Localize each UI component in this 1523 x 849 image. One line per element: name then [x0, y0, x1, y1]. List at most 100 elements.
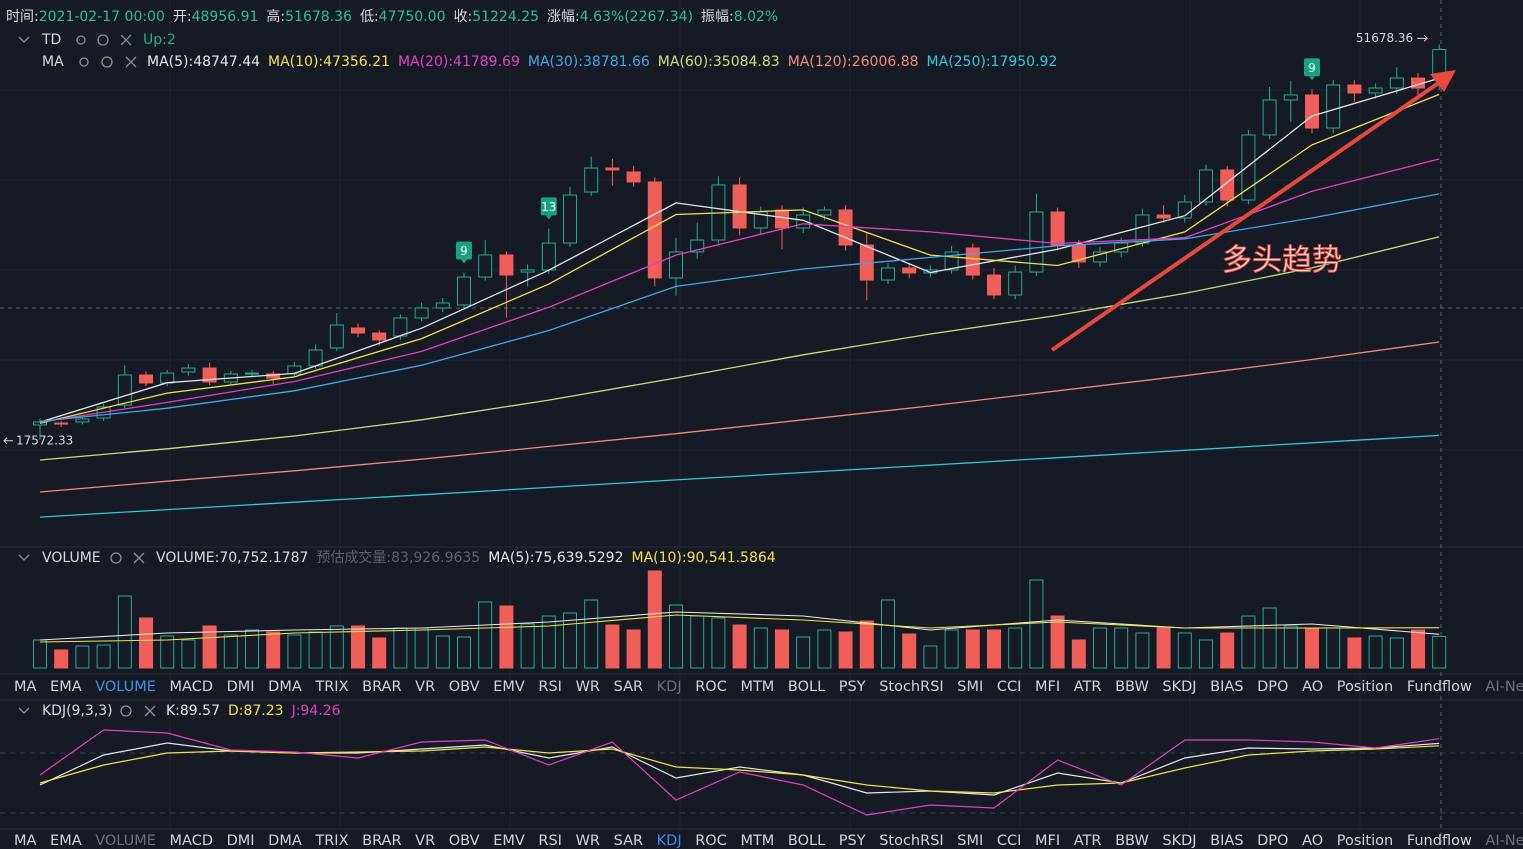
indicator-tab[interactable]: BBW	[1115, 833, 1149, 849]
indicator-tab[interactable]: WR	[576, 679, 600, 695]
indicator-tab[interactable]: SKDJ	[1162, 833, 1196, 849]
indicator-tab[interactable]: MTM	[740, 679, 774, 695]
candle-body	[1389, 77, 1404, 89]
volume-legend-item: MA(10):90,541.5864	[632, 550, 776, 566]
candle-body	[1241, 134, 1256, 201]
indicator-tab[interactable]: OBV	[449, 679, 480, 695]
indicator-tab[interactable]: RSI	[538, 679, 562, 695]
indicator-tab[interactable]: AI-NetVOL	[1485, 833, 1523, 849]
indicator-tab[interactable]: VR	[415, 833, 435, 849]
indicator-tab[interactable]: VOLUME	[95, 679, 156, 695]
candle-body	[54, 422, 69, 425]
header-value: 51224.25	[472, 9, 539, 25]
indicator-tab[interactable]: CCI	[997, 679, 1022, 695]
volume-bar	[1008, 627, 1023, 669]
indicator-tab[interactable]: ATR	[1074, 679, 1102, 695]
indicator-tab[interactable]: ATR	[1074, 833, 1102, 849]
header-value: 2021-02-17 00:00	[39, 9, 165, 25]
indicator-tab[interactable]: DPO	[1257, 833, 1288, 849]
indicator-tab[interactable]: PSY	[839, 833, 866, 849]
indicator-tab[interactable]: BOLL	[788, 679, 825, 695]
indicator-tab[interactable]: TRIX	[314, 833, 348, 849]
indicator-tab[interactable]: KDJ	[657, 679, 682, 695]
indicator-tab[interactable]: MACD	[170, 833, 213, 849]
indicator-tab[interactable]: DMI	[227, 679, 255, 695]
volume-bar	[1389, 637, 1404, 669]
volume-bar	[33, 639, 47, 669]
indicator-tab[interactable]: BRAR	[362, 833, 401, 849]
indicator-tab[interactable]: Position	[1337, 679, 1393, 695]
candle-body	[817, 209, 832, 216]
indicator-tab[interactable]: BIAS	[1210, 833, 1243, 849]
volume-bar	[1135, 632, 1150, 669]
indicator-tab[interactable]: DMA	[268, 833, 302, 849]
indicator-tab[interactable]: SKDJ	[1162, 679, 1196, 695]
indicator-tab[interactable]: MFI	[1035, 833, 1060, 849]
indicator-tab[interactable]: ROC	[695, 679, 727, 695]
volume-bar	[965, 629, 980, 669]
indicator-tab[interactable]: PSY	[839, 679, 866, 695]
indicator-tab[interactable]: MACD	[170, 679, 213, 695]
indicator-tab[interactable]: MTM	[740, 833, 774, 849]
volume-bar	[308, 631, 323, 669]
indicator-tab[interactable]: OBV	[449, 833, 480, 849]
indicator-tab[interactable]: AO	[1302, 833, 1323, 849]
indicator-tab[interactable]: KDJ	[657, 833, 682, 849]
indicator-tab[interactable]: TRIX	[314, 679, 348, 695]
indicator-tab[interactable]: EMV	[493, 679, 525, 695]
indicator-tab[interactable]: DMA	[268, 679, 302, 695]
settings-icon[interactable]	[120, 705, 132, 717]
indicator-tab[interactable]: MFI	[1035, 679, 1060, 695]
indicator-tab[interactable]: MA	[14, 679, 37, 695]
indicator-tab[interactable]: SAR	[614, 833, 643, 849]
indicator-tab[interactable]: SMI	[957, 833, 983, 849]
indicator-tab[interactable]: AO	[1302, 679, 1323, 695]
indicator-tab[interactable]: RSI	[538, 833, 562, 849]
close-icon[interactable]	[144, 705, 156, 717]
indicator-tab[interactable]: BOLL	[788, 833, 825, 849]
settings-icon[interactable]	[101, 56, 113, 68]
indicator-tab[interactable]: VR	[415, 679, 435, 695]
volume-bar	[1220, 632, 1235, 669]
indicator-tab[interactable]: BRAR	[362, 679, 401, 695]
indicator-tab[interactable]: CCI	[997, 833, 1022, 849]
volume-bar	[351, 625, 365, 669]
candle-body	[584, 167, 599, 193]
close-icon[interactable]	[120, 34, 132, 46]
indicator-tab[interactable]: EMA	[50, 833, 82, 849]
header-label: 高:	[266, 8, 285, 25]
indicator-tab[interactable]: DMI	[227, 833, 255, 849]
close-icon[interactable]	[125, 56, 137, 68]
indicator-tab[interactable]: EMV	[493, 833, 525, 849]
indicator-tab[interactable]: SAR	[614, 679, 643, 695]
close-icon[interactable]	[133, 552, 145, 564]
indicator-tab[interactable]: DPO	[1257, 679, 1288, 695]
eye-icon[interactable]	[79, 57, 89, 67]
volume-bar	[139, 617, 153, 669]
collapse-icon[interactable]	[18, 707, 30, 714]
indicator-tab[interactable]: StochRSI	[879, 833, 943, 849]
indicator-tab[interactable]: BBW	[1115, 679, 1149, 695]
volume-bar	[1368, 635, 1383, 669]
indicator-tab[interactable]: StochRSI	[879, 679, 943, 695]
indicator-tab[interactable]: WR	[576, 833, 600, 849]
settings-icon[interactable]	[110, 552, 122, 564]
indicator-tab[interactable]: Fundflow	[1407, 833, 1472, 849]
indicator-tab[interactable]: AI-NetVOL	[1485, 679, 1523, 695]
indicator-tab[interactable]: Fundflow	[1407, 679, 1472, 695]
indicator-tab[interactable]: EMA	[50, 679, 82, 695]
settings-icon[interactable]	[97, 34, 109, 46]
indicator-tab[interactable]: BIAS	[1210, 679, 1243, 695]
indicator-tab[interactable]: VOLUME	[95, 833, 156, 849]
collapse-icon[interactable]	[18, 554, 30, 561]
volume-bar	[287, 634, 302, 669]
eye-icon[interactable]	[76, 35, 86, 45]
volume-bar	[1199, 639, 1213, 669]
indicator-tab[interactable]: MA	[14, 833, 37, 849]
indicator-tab[interactable]: SMI	[957, 679, 983, 695]
indicator-tab[interactable]: ROC	[695, 833, 727, 849]
volume-bar	[1177, 632, 1192, 669]
indicator-tab[interactable]: Position	[1337, 833, 1393, 849]
collapse-icon[interactable]	[18, 36, 30, 43]
